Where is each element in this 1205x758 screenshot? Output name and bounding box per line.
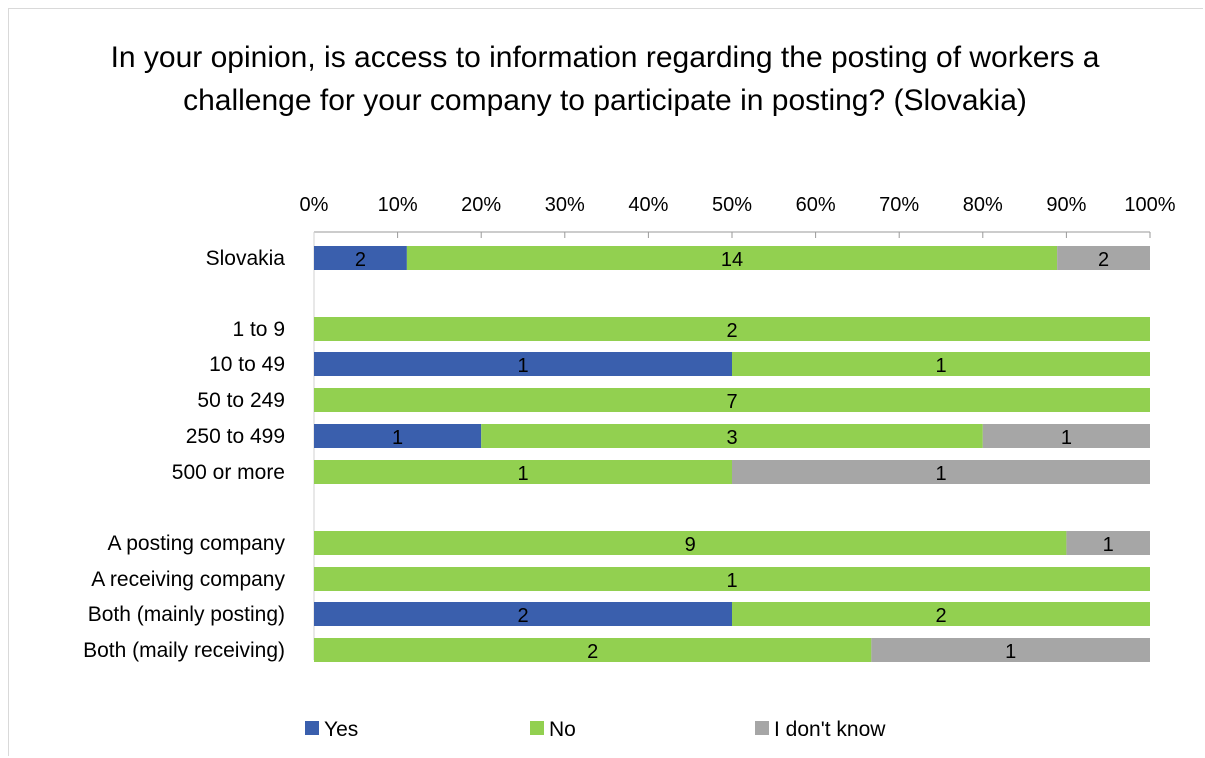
x-tick-label: 0% bbox=[300, 194, 329, 216]
data-label: 2 bbox=[1098, 249, 1109, 271]
bar-segment bbox=[314, 246, 407, 270]
data-label: 1 bbox=[1061, 427, 1072, 449]
bar-segment bbox=[982, 424, 1150, 448]
legend-label: No bbox=[549, 718, 576, 741]
x-tick-label: 60% bbox=[796, 194, 836, 216]
bar-segment bbox=[314, 567, 1150, 591]
category-label: Both (maily receiving) bbox=[83, 639, 285, 662]
data-label: 1 bbox=[726, 570, 737, 592]
x-tick-label: 100% bbox=[1124, 194, 1175, 216]
bar-segment bbox=[314, 424, 482, 448]
legend-swatch bbox=[755, 721, 769, 735]
x-tick-label: 20% bbox=[461, 194, 501, 216]
data-label: 2 bbox=[587, 641, 598, 663]
category-label: Slovakia bbox=[206, 247, 286, 270]
bar-segment bbox=[406, 246, 1058, 270]
x-tick-label: 70% bbox=[879, 194, 919, 216]
data-label: 2 bbox=[935, 605, 946, 627]
bar-segment bbox=[314, 352, 732, 376]
legend-label: Yes bbox=[324, 718, 358, 741]
data-label: 9 bbox=[685, 534, 696, 556]
legend-label: I don't know bbox=[774, 718, 886, 741]
x-tick-label: 40% bbox=[628, 194, 668, 216]
category-label: A posting company bbox=[108, 532, 286, 555]
data-label: 1 bbox=[517, 463, 528, 485]
category-label: 1 to 9 bbox=[232, 318, 285, 341]
bar-segment bbox=[1057, 246, 1150, 270]
bar-segment bbox=[732, 352, 1150, 376]
data-label: 2 bbox=[355, 249, 366, 271]
data-label: 2 bbox=[517, 605, 528, 627]
data-label: 1 bbox=[935, 463, 946, 485]
data-label: 1 bbox=[1005, 641, 1016, 663]
data-label: 1 bbox=[1103, 534, 1114, 556]
legend-swatch bbox=[530, 721, 544, 735]
bar-segment bbox=[314, 638, 872, 662]
x-tick-label: 80% bbox=[963, 194, 1003, 216]
bar-segment bbox=[1066, 531, 1150, 555]
bar-segment bbox=[314, 460, 732, 484]
category-label: A receiving company bbox=[91, 568, 285, 591]
x-tick-label: 10% bbox=[378, 194, 418, 216]
category-label: 10 to 49 bbox=[209, 353, 285, 376]
x-tick-label: 50% bbox=[712, 194, 752, 216]
bar-segment bbox=[314, 531, 1067, 555]
chart-title: In your opinion, is access to informatio… bbox=[110, 41, 1100, 117]
bar-segment bbox=[481, 424, 983, 448]
category-label: 500 or more bbox=[172, 461, 285, 484]
chart-frame bbox=[8, 8, 1203, 756]
category-label: Both (mainly posting) bbox=[88, 603, 285, 626]
bar-segment bbox=[314, 317, 1150, 341]
bar-segment bbox=[732, 602, 1150, 626]
x-tick-label: 30% bbox=[545, 194, 585, 216]
data-label: 14 bbox=[721, 249, 743, 271]
data-label: 7 bbox=[726, 391, 737, 413]
category-label: 250 to 499 bbox=[186, 425, 285, 448]
bar-segment bbox=[871, 638, 1150, 662]
category-label: 50 to 249 bbox=[197, 389, 285, 412]
bar-segment bbox=[314, 388, 1150, 412]
bar-segment bbox=[314, 602, 732, 626]
x-tick-label: 90% bbox=[1046, 194, 1086, 216]
legend-swatch bbox=[305, 721, 319, 735]
data-label: 3 bbox=[726, 427, 737, 449]
data-label: 1 bbox=[935, 355, 946, 377]
data-label: 1 bbox=[392, 427, 403, 449]
bar-segment bbox=[732, 460, 1150, 484]
data-label: 2 bbox=[726, 320, 737, 342]
data-label: 1 bbox=[517, 355, 528, 377]
